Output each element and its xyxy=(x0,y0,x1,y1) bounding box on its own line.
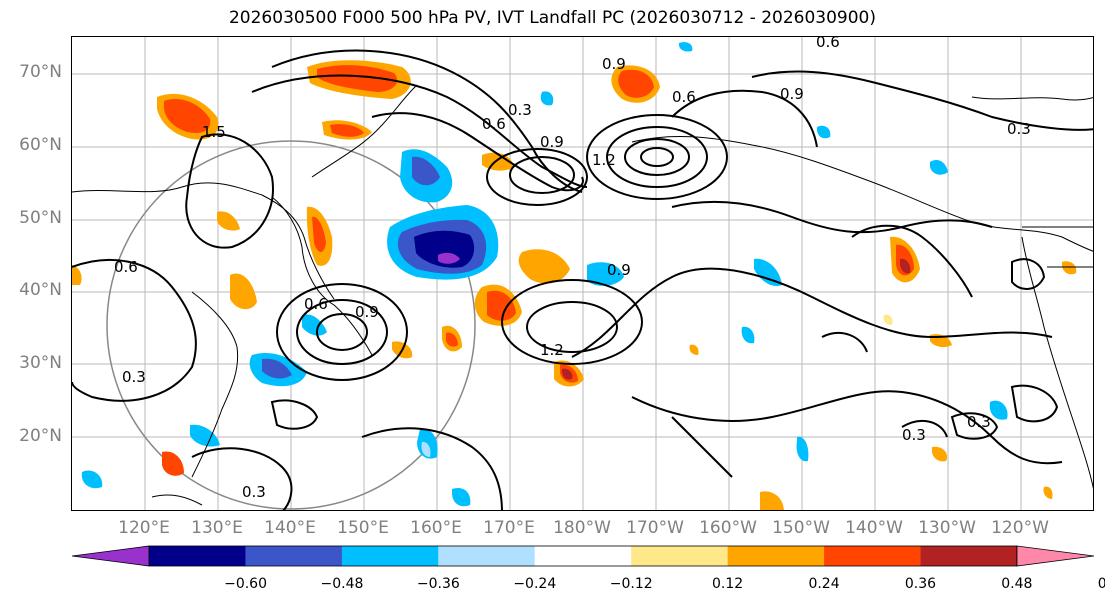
contour-label: 1.2 xyxy=(540,341,564,359)
graticule xyxy=(72,37,1093,510)
contour-label: 0.9 xyxy=(780,85,804,103)
contour-label: 0.3 xyxy=(1007,120,1031,138)
colorbar xyxy=(71,545,1095,567)
contour-label: 0.9 xyxy=(602,55,626,73)
pv-shading xyxy=(72,42,1077,510)
contour-label: 0.9 xyxy=(355,303,379,321)
lon-label: 130°W xyxy=(918,518,976,538)
colorbar-outline xyxy=(148,545,1018,567)
lat-label: 50°N xyxy=(19,208,62,228)
contour-label: 0.6 xyxy=(304,295,328,313)
colorbar-segment xyxy=(534,546,632,566)
contour-label: 0.3 xyxy=(122,368,146,386)
map-svg: 0.6 0.9 0.3 0.9 0.6 0.9 1.5 1.2 0.3 0.6 … xyxy=(72,37,1093,510)
lon-label: 150°W xyxy=(772,518,830,538)
map-title: 2026030500 F000 500 hPa PV, IVT Landfall… xyxy=(228,8,876,28)
contour-label: 0.3 xyxy=(508,101,532,119)
lon-label: 150°E xyxy=(337,518,389,538)
coastlines xyxy=(72,84,1093,506)
colorbar-extend-low xyxy=(71,545,150,567)
colorbar-segment xyxy=(631,546,728,566)
colorbar-tick-label: −0.12 xyxy=(609,576,653,592)
colorbar-tick-label: 0.48 xyxy=(1001,576,1033,592)
colorbar-tick-label: 0.12 xyxy=(712,576,744,592)
colorbar-extend-high xyxy=(1016,545,1095,567)
contour-label: 0.3 xyxy=(902,426,926,444)
pv-contours xyxy=(72,49,1093,510)
contour-labels: 0.6 0.9 0.3 0.9 0.6 0.9 1.5 1.2 0.3 0.6 … xyxy=(114,37,1031,501)
contour-label: 0.6 xyxy=(482,115,506,133)
colorbar-segment xyxy=(920,546,1017,566)
lon-label: 120°E xyxy=(118,518,170,538)
lon-label: 160°W xyxy=(699,518,757,538)
lon-label: 130°E xyxy=(191,518,243,538)
contour-label: 0.9 xyxy=(540,133,564,151)
colorbar-segment xyxy=(727,546,825,566)
contour-label: 1.5 xyxy=(202,123,226,141)
lat-label: 60°N xyxy=(19,135,62,155)
contour-label: 0.6 xyxy=(816,37,840,51)
colorbar-tick-label: 0.24 xyxy=(808,576,840,592)
colorbar-segment xyxy=(438,546,535,566)
lat-label: 40°N xyxy=(19,280,62,300)
contour-label: 0.9 xyxy=(607,261,631,279)
colorbar-segment xyxy=(245,546,342,566)
lat-label: 20°N xyxy=(19,426,62,446)
lat-label: 70°N xyxy=(19,62,62,82)
contour-label: 0.6 xyxy=(114,258,138,276)
colorbar-tick-label: −0.48 xyxy=(320,576,364,592)
colorbar-tick-label: −0.36 xyxy=(416,576,460,592)
colorbar-tick-label: 0.36 xyxy=(904,576,937,592)
lon-label: 170°W xyxy=(626,518,684,538)
contour-label: 0.3 xyxy=(242,483,266,501)
colorbar-tick-label: −0.60 xyxy=(224,576,267,592)
colorbar-tick-label: −0.24 xyxy=(513,576,557,592)
lon-label: 140°E xyxy=(264,518,316,538)
colorbar-segment xyxy=(341,546,439,566)
contour-label: 0.6 xyxy=(672,88,696,106)
lon-label: 180°W xyxy=(553,518,611,538)
lat-label: 30°N xyxy=(19,353,62,373)
lon-label: 120°W xyxy=(991,518,1049,538)
lon-label: 140°W xyxy=(845,518,903,538)
lon-label: 170°E xyxy=(483,518,535,538)
colorbar-segment xyxy=(149,546,246,566)
landfall-circle xyxy=(106,140,476,510)
map-panel: 0.6 0.9 0.3 0.9 0.6 0.9 1.5 1.2 0.3 0.6 … xyxy=(71,36,1094,511)
colorbar-tick-label: 0.60 xyxy=(1097,576,1105,592)
colorbar-segment xyxy=(824,546,921,566)
contour-label: 1.2 xyxy=(592,151,616,169)
contour-label: 0.3 xyxy=(967,413,991,431)
lon-label: 160°E xyxy=(410,518,462,538)
